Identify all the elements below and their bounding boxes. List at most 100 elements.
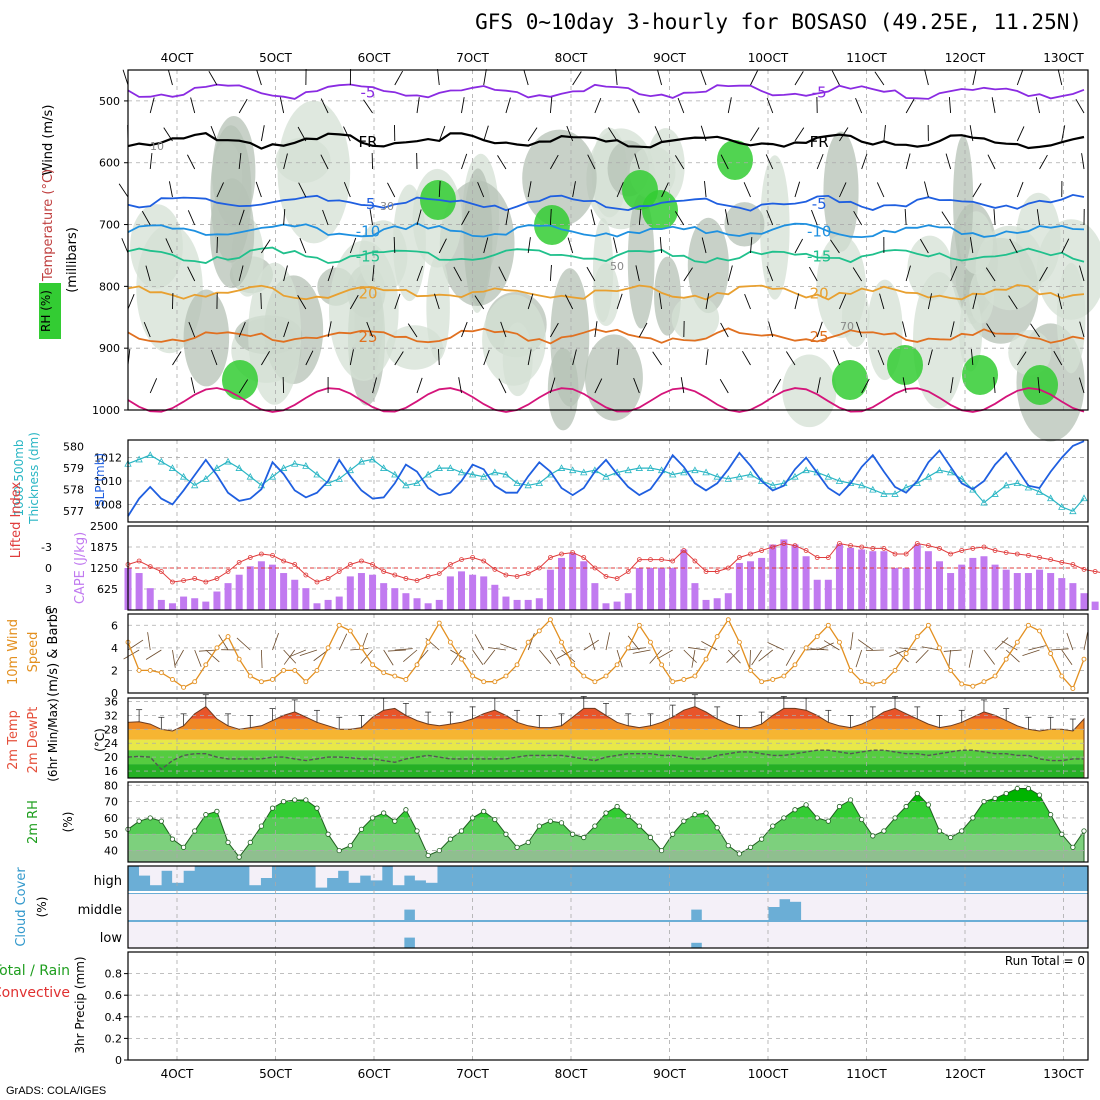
cape-axis-label: CAPE (J/kg) bbox=[73, 532, 88, 604]
cloud-clear-cell bbox=[150, 894, 162, 920]
wind-barb bbox=[877, 349, 885, 366]
cloud-clear-cell bbox=[1065, 922, 1078, 948]
cape-bar bbox=[224, 583, 232, 610]
lifted-index-point bbox=[381, 569, 387, 574]
wind-barb bbox=[208, 70, 218, 86]
cloud-clear-cell bbox=[668, 922, 681, 948]
surface-wind-barb bbox=[810, 648, 829, 651]
slp-tick-label: 1010 bbox=[94, 475, 122, 488]
wind-speed-point bbox=[881, 679, 887, 685]
thickness-point bbox=[568, 466, 577, 474]
rh-shade bbox=[183, 289, 230, 387]
lifted-index-point bbox=[570, 550, 576, 555]
rh-point bbox=[247, 839, 253, 846]
cape-bar bbox=[1013, 573, 1021, 610]
thickness-point bbox=[346, 466, 354, 474]
tick-label: 1000 bbox=[92, 404, 120, 417]
wind-speed-point bbox=[903, 651, 909, 656]
lifted-index-point bbox=[903, 551, 909, 557]
rh-point bbox=[158, 818, 164, 824]
thickness-point bbox=[213, 464, 221, 471]
cloud-clear-cell bbox=[425, 866, 438, 883]
rh-point bbox=[692, 812, 698, 818]
rh-shade-high bbox=[832, 360, 868, 400]
wind-barb bbox=[461, 210, 470, 226]
wind-barb bbox=[210, 349, 218, 366]
thickness-point bbox=[391, 470, 399, 478]
wind-speed-point bbox=[970, 683, 976, 689]
cloud-clear-cell bbox=[227, 922, 239, 948]
wind-barb bbox=[122, 69, 129, 86]
surface-wind-barb bbox=[474, 634, 485, 651]
rh-point bbox=[314, 805, 320, 811]
wind-barb bbox=[972, 183, 982, 198]
lifted-index-point bbox=[703, 569, 709, 574]
wind-speed-point bbox=[759, 679, 765, 685]
temp-tick-label: 20 bbox=[104, 751, 118, 764]
wind10m-axis-label: 10m Wind bbox=[6, 619, 21, 685]
wind-barb bbox=[143, 321, 151, 338]
surface-wind-barb bbox=[338, 633, 348, 651]
cloud-clear-cell bbox=[249, 866, 261, 886]
rh-point bbox=[636, 823, 642, 829]
lifted-index-point bbox=[981, 544, 987, 550]
lifted-index-point bbox=[870, 546, 876, 551]
wind-speed-point bbox=[992, 673, 998, 679]
rh-contour-label: 10 bbox=[150, 140, 164, 153]
lifted-index-point bbox=[258, 551, 264, 557]
cape-bar bbox=[346, 576, 354, 610]
date-label-top: 10OCT bbox=[748, 51, 789, 65]
lifted-index-point bbox=[336, 569, 342, 574]
surface-wind-barb bbox=[857, 639, 874, 651]
lifted-index-point bbox=[603, 574, 609, 579]
wind-speed-point bbox=[959, 681, 965, 687]
wind-barb bbox=[145, 265, 151, 282]
wind-barb bbox=[833, 349, 840, 366]
wind-barb bbox=[187, 266, 196, 282]
wind-barb bbox=[550, 322, 559, 338]
rh-shade bbox=[592, 217, 614, 323]
wind-barb bbox=[187, 210, 196, 226]
cape-bar bbox=[858, 549, 866, 610]
surface-wind-barb bbox=[394, 648, 413, 651]
thickness-point bbox=[1046, 494, 1055, 502]
rh-point bbox=[447, 836, 453, 842]
surface-wind-barb bbox=[383, 649, 394, 666]
cloud-clear-cell bbox=[1010, 894, 1023, 920]
wind-barb bbox=[675, 155, 685, 170]
thickness-point bbox=[1069, 507, 1077, 515]
lifted-index-point bbox=[625, 569, 631, 574]
rh-point bbox=[936, 828, 943, 834]
wind-barb bbox=[808, 266, 818, 282]
cape-bar bbox=[313, 603, 321, 610]
wind-barb bbox=[638, 322, 648, 338]
cloud-clear-cell bbox=[635, 894, 648, 920]
wind-barb bbox=[1053, 350, 1063, 366]
cape-bar bbox=[402, 593, 410, 610]
run-total-label: Run Total = 0 bbox=[1005, 954, 1085, 968]
cape-bar bbox=[880, 551, 888, 610]
cloud-clear-cell bbox=[1043, 894, 1056, 920]
cloud-clear-cell bbox=[933, 894, 946, 920]
wind-barb bbox=[320, 98, 329, 114]
cape-bar bbox=[791, 544, 799, 610]
thickness-point bbox=[713, 472, 721, 480]
cloud-clear-cell bbox=[558, 922, 570, 948]
date-label-top: 5OCT bbox=[259, 51, 292, 65]
wind-speed-point bbox=[648, 639, 653, 645]
rh-point bbox=[581, 834, 587, 841]
wind-speed-point bbox=[948, 667, 954, 673]
date-label-top: 12OCT bbox=[945, 51, 986, 65]
lifted-index-point bbox=[359, 558, 364, 564]
thickness-point bbox=[380, 464, 388, 471]
cloud-clear-cell bbox=[580, 922, 592, 948]
wind-barb bbox=[549, 208, 552, 226]
cloud-clear-cell bbox=[481, 894, 493, 920]
cloud-clear-cell bbox=[260, 866, 272, 878]
cloud-row-label: middle bbox=[78, 903, 122, 918]
lifted-index-point bbox=[659, 557, 664, 562]
rh-point bbox=[136, 818, 142, 824]
cloud-clear-cell bbox=[690, 922, 703, 943]
thickness-point bbox=[902, 483, 910, 491]
